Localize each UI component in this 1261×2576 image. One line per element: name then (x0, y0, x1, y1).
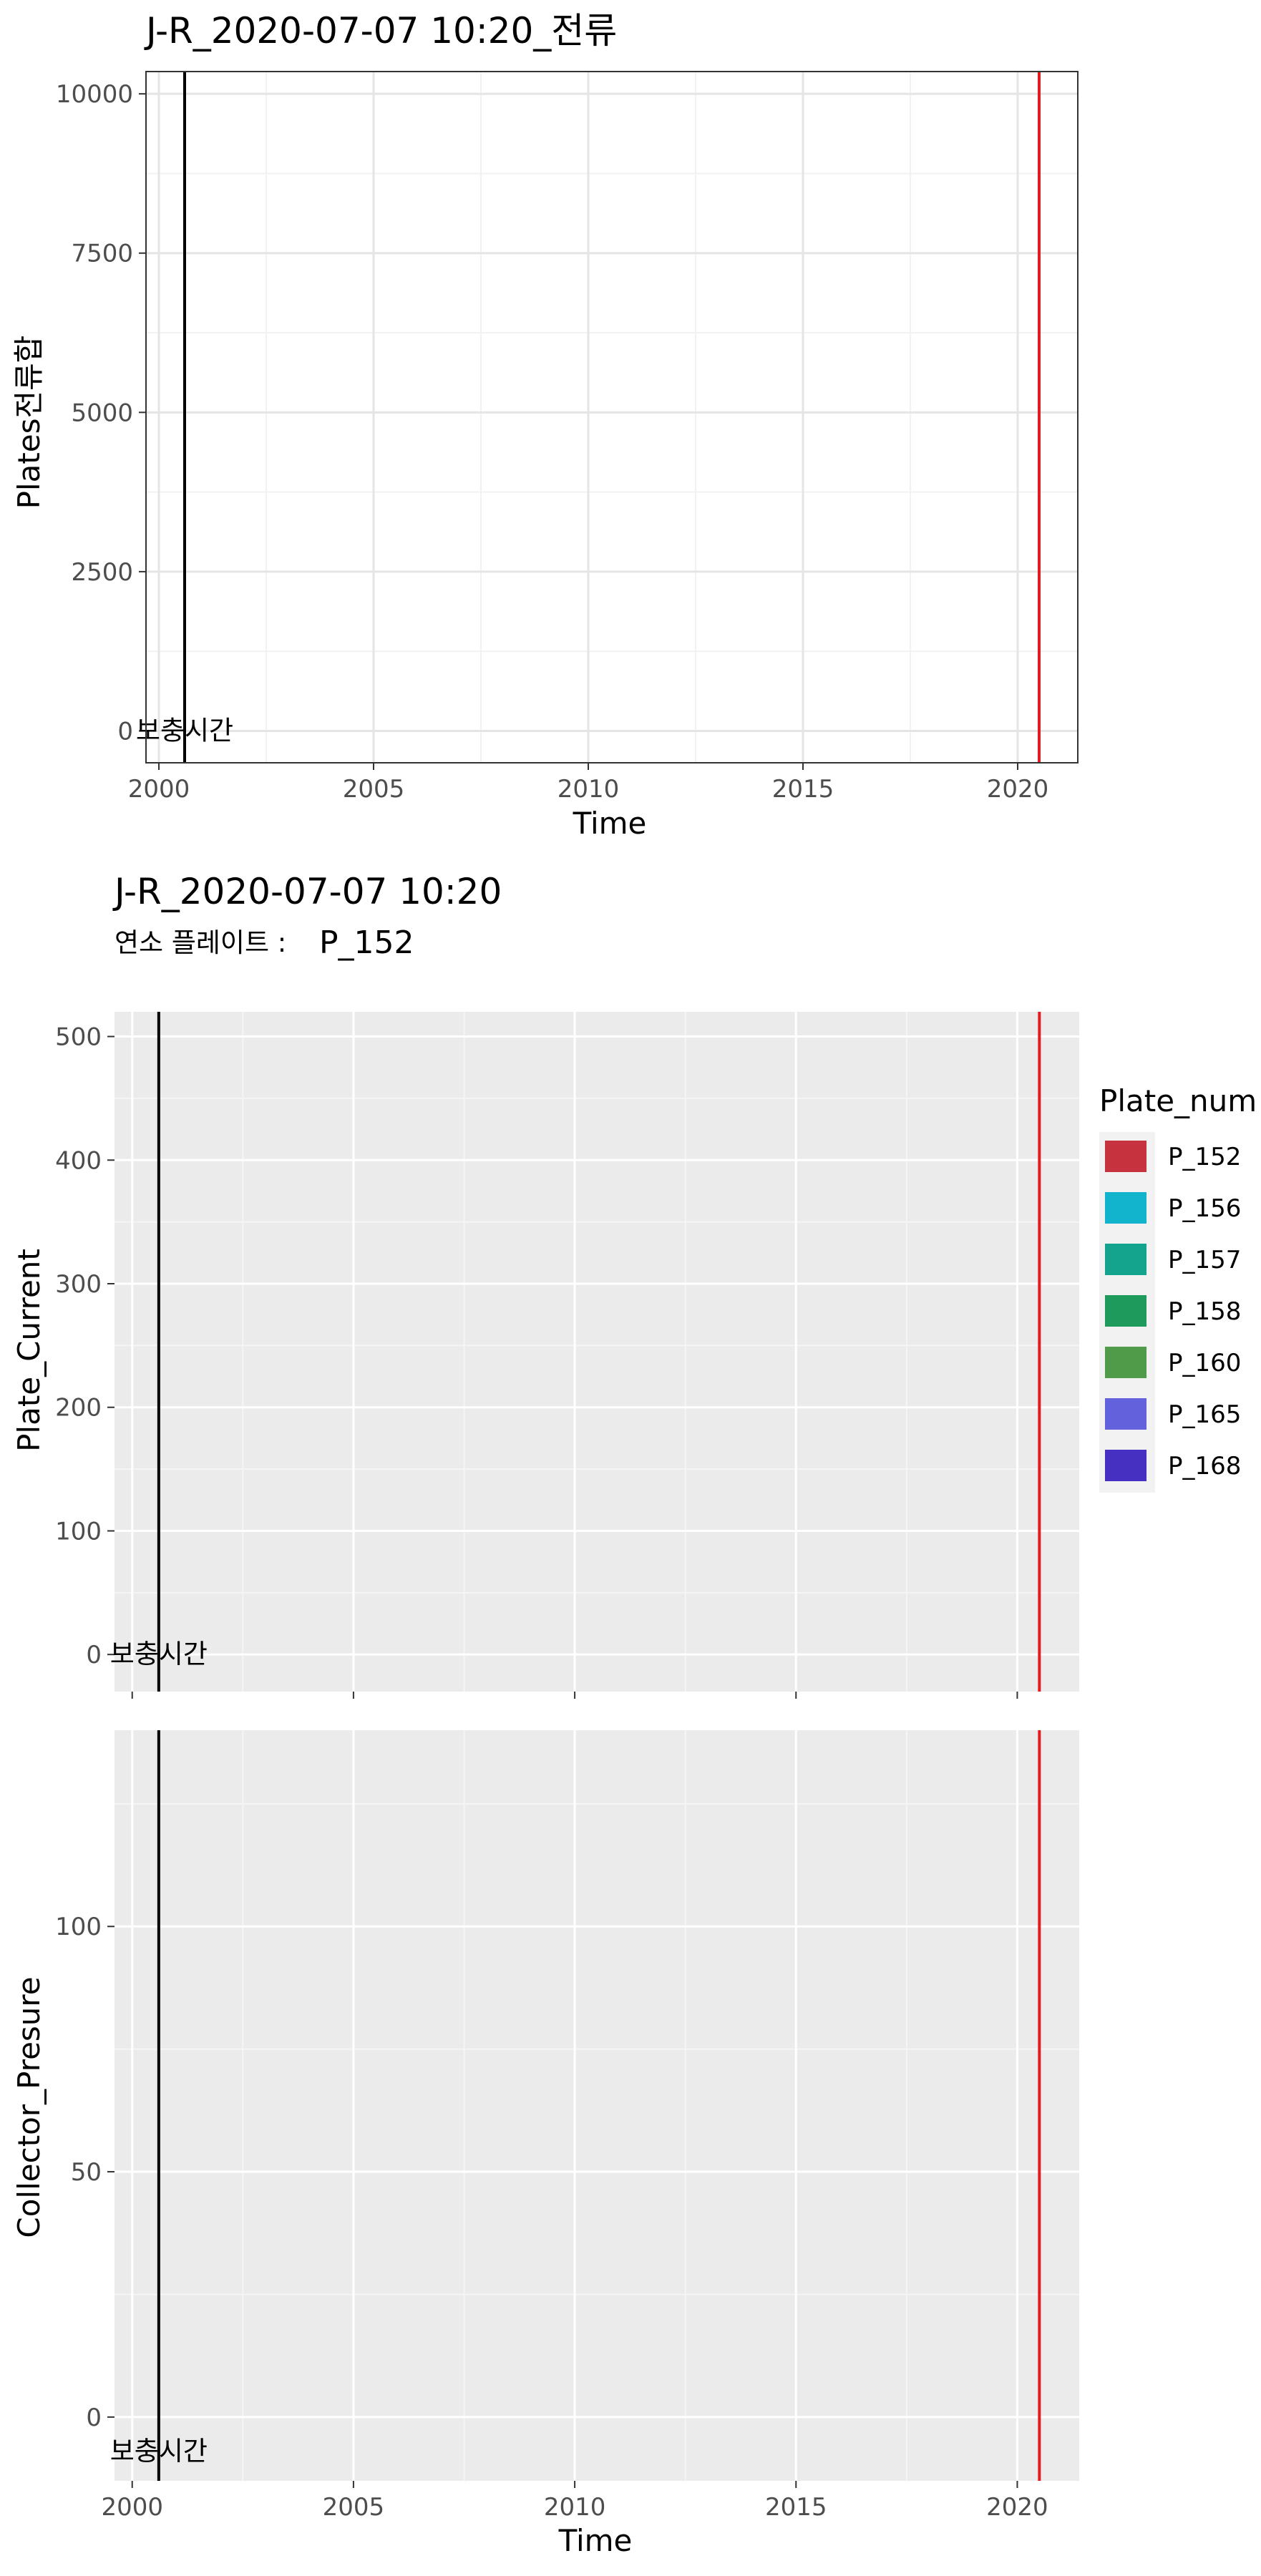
legend-label-p-152: P_152 (1168, 1143, 1241, 1171)
plot1-x-tick-label: 2020 (987, 775, 1049, 804)
legend-swatch-p-157 (1105, 1244, 1146, 1275)
legend-label-p-158: P_158 (1168, 1297, 1241, 1326)
legend-swatch-p-156 (1105, 1192, 1146, 1224)
legend-swatch-p-158 (1105, 1295, 1146, 1327)
plot2-y-tick-label: 500 (55, 1023, 102, 1052)
plot1-background (146, 72, 1078, 763)
plot2-y-tick-label: 100 (55, 1517, 102, 1546)
plot1-panel: 0 2500 5000 7500 10000 2000 2005 2010 2015 2020 보충… (56, 71, 1079, 804)
legend-swatch-p-168 (1105, 1450, 1146, 1481)
plot2-y-axis-label: Plate_Current (11, 1249, 47, 1452)
legend-swatch-p-152 (1105, 1141, 1146, 1172)
legend-label-p-160: P_160 (1168, 1349, 1241, 1377)
legend: Plate_num P_152 P_156 P_157 P_158 P_160 P_165… (1099, 1083, 1257, 1493)
plot3-annotation: 보충시간 (110, 2436, 208, 2467)
plot1-x-tick-label: 2005 (343, 775, 405, 804)
legend-label-p-165: P_165 (1168, 1400, 1241, 1429)
plot3-y-tick-label: 100 (55, 1913, 102, 1941)
legend-label-p-168: P_168 (1168, 1452, 1241, 1480)
plot3-x-axis-label: Time (558, 2523, 633, 2558)
plot1-x-axis-label: Time (573, 806, 647, 841)
plot3-x-tick-label: 2015 (765, 2493, 827, 2522)
plot1-border (145, 71, 1079, 763)
plot2-subtitle-value: P_152 (319, 924, 414, 961)
plot2-background (115, 1012, 1079, 1692)
plot3-x-tick-label: 2000 (101, 2493, 163, 2522)
plot1-y-tick-label: 5000 (71, 399, 133, 427)
plot3-panel: 0 50 100 2000 2005 2010 2015 2020 보충시간 (55, 1730, 1079, 2522)
plot3-y-tick-label: 0 (86, 2404, 102, 2432)
plot1-y-tick-label: 0 (117, 717, 133, 746)
legend-title: Plate_num (1099, 1083, 1257, 1118)
plot2-y-tick-label: 200 (55, 1394, 102, 1423)
legend-label-p-156: P_156 (1168, 1194, 1241, 1223)
plot3-x-tick-label: 2020 (986, 2493, 1048, 2522)
plot2-y-tick-label: 300 (55, 1270, 102, 1299)
legend-label-p-157: P_157 (1168, 1246, 1241, 1274)
plot1-x-tick-label: 2010 (558, 775, 620, 804)
plot2-y-tick-label: 400 (55, 1146, 102, 1175)
plot2-title: J-R_2020-07-07 10:20 (112, 871, 502, 912)
plot1-y-axis-label: Plates전류합 (11, 336, 47, 509)
plot2-annotation: 보충시간 (110, 1639, 208, 1669)
plot3-background (115, 1730, 1079, 2481)
legend-swatch-p-160 (1105, 1347, 1146, 1378)
plot3-x-tick-label: 2005 (323, 2493, 385, 2522)
plot2-y-tick-label: 0 (86, 1641, 102, 1669)
plot1-x-tick-label: 2000 (128, 775, 190, 804)
plot3-x-tick-label: 2010 (544, 2493, 606, 2522)
plot2-subtitle-label: 연소 플레이트 : (115, 927, 286, 958)
plot3-y-axis-label: Collector_Presure (11, 1976, 47, 2238)
plot1-title: J-R_2020-07-07 10:20_전류 (144, 10, 617, 52)
plot2-panel: 0 100 200 300 400 500 보충시간 (55, 1012, 1079, 1699)
plot1-y-tick-label: 2500 (71, 558, 133, 587)
plot1-y-tick-label: 7500 (71, 240, 133, 268)
plot1-x-tick-label: 2015 (772, 775, 834, 804)
legend-swatch-p-165 (1105, 1398, 1146, 1430)
plot1-y-tick-label: 10000 (56, 80, 133, 109)
plot1-annotation: 보충시간 (136, 715, 233, 746)
plot3-y-tick-label: 50 (71, 2158, 102, 2187)
